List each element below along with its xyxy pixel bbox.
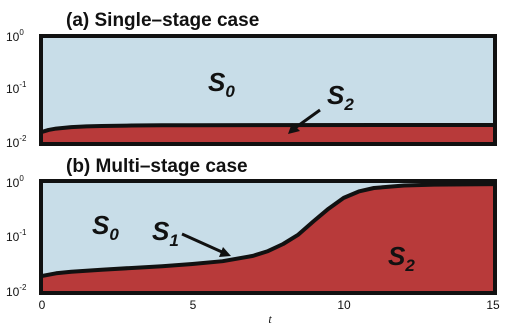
panel-b-xtick-0: 0: [39, 298, 46, 312]
panel-b-label-s2: S2: [388, 241, 415, 275]
panel-a-y-axis: 10-2 10-1 100: [6, 28, 27, 150]
panel-b-xtick-5: 5: [190, 298, 197, 312]
panel-b: (b) Multi–stage case 10-2 10-1 100 0 5 1…: [6, 156, 500, 326]
panel-a-ytick-1e0: 100: [6, 28, 24, 44]
panel-b-title: (b) Multi–stage case: [66, 156, 248, 177]
panel-a-label-s0: S0: [208, 67, 235, 101]
panel-b-y-axis: 10-2 10-1 100: [6, 174, 27, 299]
panel-b-frame: [39, 179, 497, 295]
panel-a-ytick-1e-2: 10-2: [6, 134, 27, 150]
panel-a-s2-region: [41, 124, 495, 144]
panel-b-boundary-line: [41, 182, 495, 279]
panel-a-title: (a) Single–stage case: [66, 10, 259, 31]
panel-a: (a) Single–stage case 10-2 10-1 100 S0 S…: [6, 10, 497, 150]
panel-b-x-axis: 0 5 10 15 t: [39, 298, 500, 326]
panel-a-boundary-line: [41, 122, 495, 135]
panel-b-xtick-15: 15: [486, 298, 500, 312]
panel-b-xlabel: t: [268, 312, 272, 326]
panel-a-s2-arrow: [288, 108, 321, 134]
panel-b-ytick-1e0: 100: [6, 174, 24, 190]
panel-b-label-s0: S0: [92, 210, 119, 244]
panel-a-frame: [39, 34, 497, 146]
panel-b-xtick-10: 10: [337, 298, 351, 312]
panel-a-label-s2: S2: [327, 80, 354, 114]
panel-b-s2-region: [41, 184, 495, 293]
panel-b-ytick-1e-1: 10-1: [6, 228, 27, 244]
panel-b-label-s1: S1: [152, 216, 179, 250]
panel-b-ytick-1e-2: 10-2: [6, 283, 27, 299]
panel-a-ytick-1e-1: 10-1: [6, 80, 27, 96]
panel-b-s1-arrow: [181, 232, 231, 257]
